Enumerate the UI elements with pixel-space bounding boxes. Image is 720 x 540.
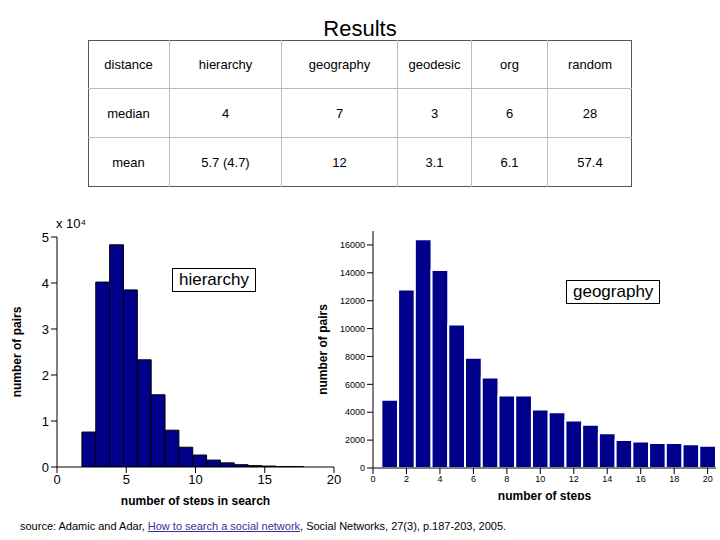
html-text:28: 28 (582, 105, 598, 121)
svg-text:16000: 16000 (340, 240, 365, 250)
svg-text:6000: 6000 (345, 380, 365, 390)
svg-text:0: 0 (370, 474, 375, 484)
html-text:3.1: 3.1 (425, 155, 444, 170)
html-text:57.4: 57.4 (577, 155, 603, 170)
svg-text:10: 10 (188, 472, 202, 487)
html-text:distance: distance (104, 56, 153, 72)
svg-text:16: 16 (636, 474, 646, 484)
html-text:12: 12 (332, 155, 347, 170)
html-text:mean: mean (112, 155, 145, 170)
html-text:hierarchy: hierarchy (179, 270, 249, 289)
html-text:org: org (500, 56, 519, 72)
svg-text:10000: 10000 (340, 324, 365, 334)
html-text:6.1: 6.1 (500, 155, 519, 170)
svg-text:number of pairs: number of pairs (318, 304, 330, 395)
svg-text:0: 0 (53, 472, 60, 487)
html-text:geodesic: geodesic (408, 56, 461, 72)
svg-text:5: 5 (123, 472, 130, 487)
svg-text:20: 20 (327, 472, 341, 487)
svg-text:4000: 4000 (345, 407, 365, 417)
html-text:3: 3 (430, 105, 439, 121)
html-text:5.7 (4.7): 5.7 (4.7) (201, 155, 250, 170)
svg-text:12000: 12000 (340, 296, 365, 306)
svg-text:14: 14 (602, 474, 612, 484)
html-text:6: 6 (505, 105, 514, 121)
svg-text:14000: 14000 (340, 268, 365, 278)
svg-text:15: 15 (258, 472, 272, 487)
svg-text:18: 18 (669, 474, 679, 484)
svg-text:12: 12 (569, 474, 579, 484)
svg-text:4: 4 (437, 474, 442, 484)
html-text:geography: geography (308, 56, 371, 72)
svg-text:number of steps: number of steps (498, 489, 592, 500)
html-text:4: 4 (221, 105, 230, 121)
svg-text:8000: 8000 (345, 352, 365, 362)
svg-text:2000: 2000 (345, 435, 365, 445)
html-text:geography: geography (573, 282, 654, 301)
svg-text:number of pairs: number of pairs (10, 306, 24, 397)
html-text:Results: Results (323, 16, 397, 41)
svg-text:20: 20 (703, 474, 712, 484)
svg-text:8: 8 (504, 474, 509, 484)
svg-text:0: 0 (360, 463, 365, 473)
html-text:x 10⁴: x 10⁴ (56, 216, 87, 231)
html-text:median: median (107, 105, 150, 121)
svg-text:2: 2 (42, 368, 49, 383)
svg-text:3: 3 (42, 322, 49, 337)
svg-text:number of steps in search: number of steps in search (121, 494, 270, 505)
svg-text:10: 10 (535, 474, 545, 484)
html-text:7: 7 (335, 105, 344, 121)
svg-text:1: 1 (42, 414, 49, 429)
html-text:hierarchy: hierarchy (198, 56, 253, 72)
svg-text:4: 4 (42, 276, 49, 291)
svg-text:5: 5 (42, 230, 49, 245)
html-text:source: Adamic and Adar, How t: source: Adamic and Adar, How to search a… (20, 520, 507, 532)
html-text:random: random (568, 56, 612, 72)
svg-text:0: 0 (42, 460, 49, 475)
svg-text:6: 6 (471, 474, 476, 484)
svg-text:2: 2 (404, 474, 409, 484)
